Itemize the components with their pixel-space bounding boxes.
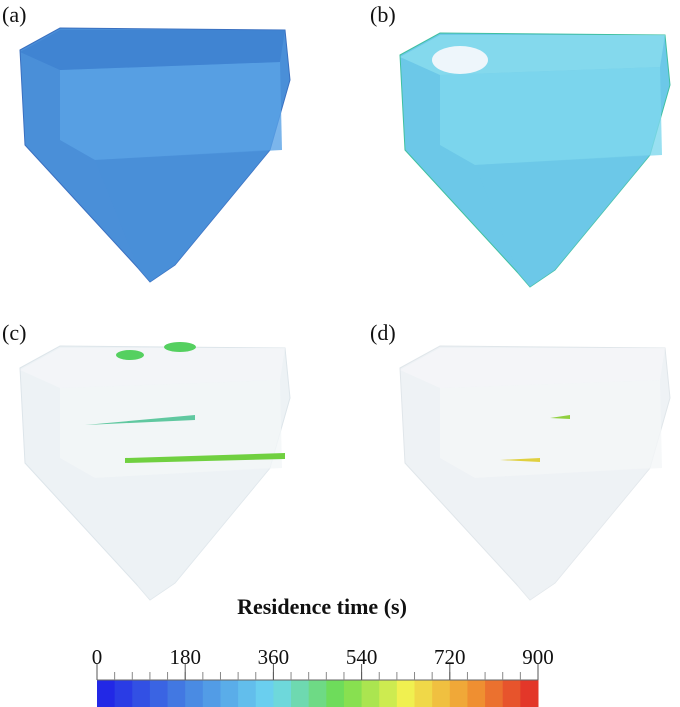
colorbar-segment: [485, 680, 504, 707]
colorbar-segment: [220, 680, 239, 707]
streak: [125, 453, 285, 463]
colorbar-segment: [361, 680, 380, 707]
hopper-box: [440, 380, 662, 478]
tick-label: 540: [346, 645, 378, 669]
hopper: [399, 32, 671, 288]
hopper-cone: [475, 155, 650, 287]
colorbar-segment: [414, 680, 433, 707]
colorbar-title: Residence time (s): [237, 594, 407, 619]
colorbar-segment: [238, 680, 257, 707]
tick-label: 180: [169, 645, 201, 669]
hopper-top: [20, 348, 285, 388]
colorbar-segment: [449, 680, 468, 707]
hopper-box: [440, 67, 662, 165]
hopper-cone: [95, 150, 270, 282]
colorbar-segment: [291, 680, 310, 707]
hopper-box: [60, 380, 282, 478]
colorbar-segment: [379, 680, 398, 707]
streak: [85, 415, 195, 425]
colorbar-segment: [502, 680, 521, 707]
hopper: [19, 27, 291, 283]
colorbar-segment: [343, 680, 363, 707]
hopper-cone: [95, 468, 270, 600]
colorbar-segment: [467, 680, 486, 707]
hopper-top: [400, 348, 665, 388]
streak: [550, 415, 570, 419]
hopper: [399, 345, 671, 601]
colorbar-segment: [326, 680, 345, 707]
panel-label: (c): [2, 320, 26, 345]
tick-label: 720: [434, 645, 466, 669]
hopper-cone: [475, 468, 650, 600]
colorbar-segment: [255, 680, 274, 707]
colorbar-segment: [114, 680, 133, 707]
tick-label: 360: [258, 645, 290, 669]
colorbar-segment: [97, 680, 116, 707]
colorbar-segment: [185, 680, 204, 707]
tick-label: 900: [522, 645, 554, 669]
spot: [164, 342, 196, 352]
spot: [432, 46, 488, 74]
panel-label: (b): [370, 2, 396, 27]
colorbar-segment: [520, 680, 539, 707]
spot: [116, 350, 144, 360]
colorbar-segment: [132, 680, 151, 707]
hopper: [19, 342, 291, 601]
hopper-top: [20, 30, 285, 70]
colorbar-segment: [273, 680, 292, 707]
panel-label: (a): [2, 2, 26, 27]
streak: [500, 458, 540, 462]
colorbar-segment: [308, 680, 327, 707]
colorbar-segment: [396, 680, 416, 707]
hopper-box: [60, 62, 282, 160]
tick-label: 0: [92, 645, 103, 669]
colorbar-segment: [167, 680, 186, 707]
colorbar-segment: [432, 680, 451, 707]
colorbar-segment: [149, 680, 169, 707]
colorbar-segment: [202, 680, 221, 707]
panel-label: (d): [370, 320, 396, 345]
